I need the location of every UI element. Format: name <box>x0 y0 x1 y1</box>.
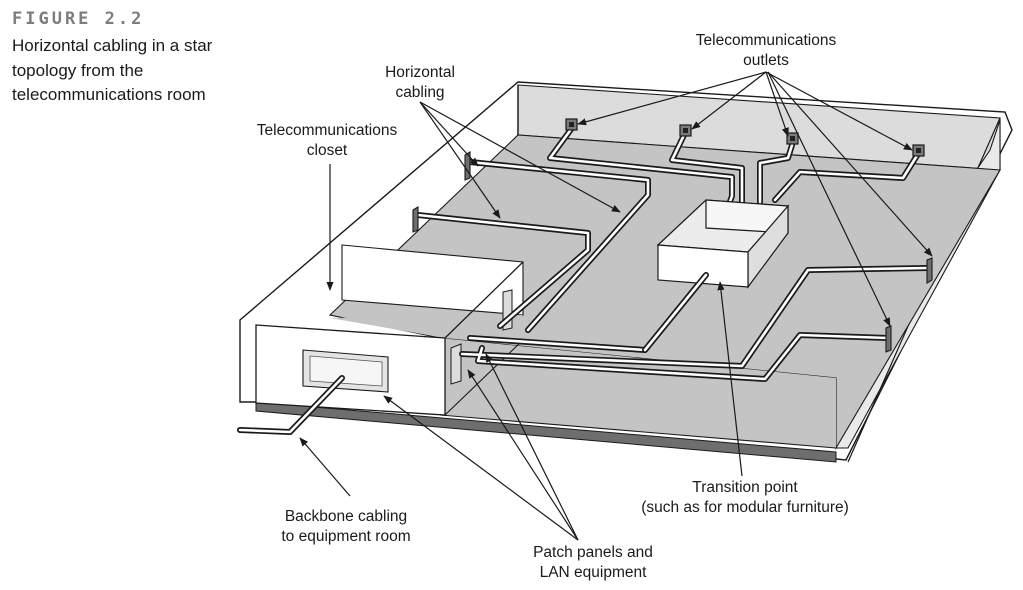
telecom-outlet <box>885 325 892 353</box>
telecom-outlet <box>679 124 692 137</box>
label-patch-panels: Patch panels and LAN equipment <box>533 544 653 581</box>
transition-point-box <box>656 199 790 289</box>
closet-floor <box>330 315 523 338</box>
label-telecom-outlets: Telecommunications outlets <box>695 32 837 69</box>
figure-caption: Horizontal cabling in a star topology fr… <box>12 36 213 104</box>
telecom-outlet <box>926 257 933 284</box>
label-backbone-cabling: Backbone cabling to equipment room <box>281 508 411 545</box>
telecom-outlet <box>412 206 419 233</box>
label-transition-point: Transition point (such as for modular fu… <box>641 479 849 516</box>
patch-panel-front <box>450 343 462 385</box>
figure-number: FIGURE 2.2 <box>12 9 145 29</box>
label-horizontal-cabling: Horizontal cabling <box>385 64 455 101</box>
telecom-outlet <box>912 144 925 157</box>
telecom-outlet <box>565 118 578 131</box>
floor-edge-band <box>255 401 837 463</box>
callout-arrows <box>299 71 933 541</box>
telecom-outlet <box>786 132 799 145</box>
label-telecom-closet: Telecommunications closet <box>256 122 398 159</box>
